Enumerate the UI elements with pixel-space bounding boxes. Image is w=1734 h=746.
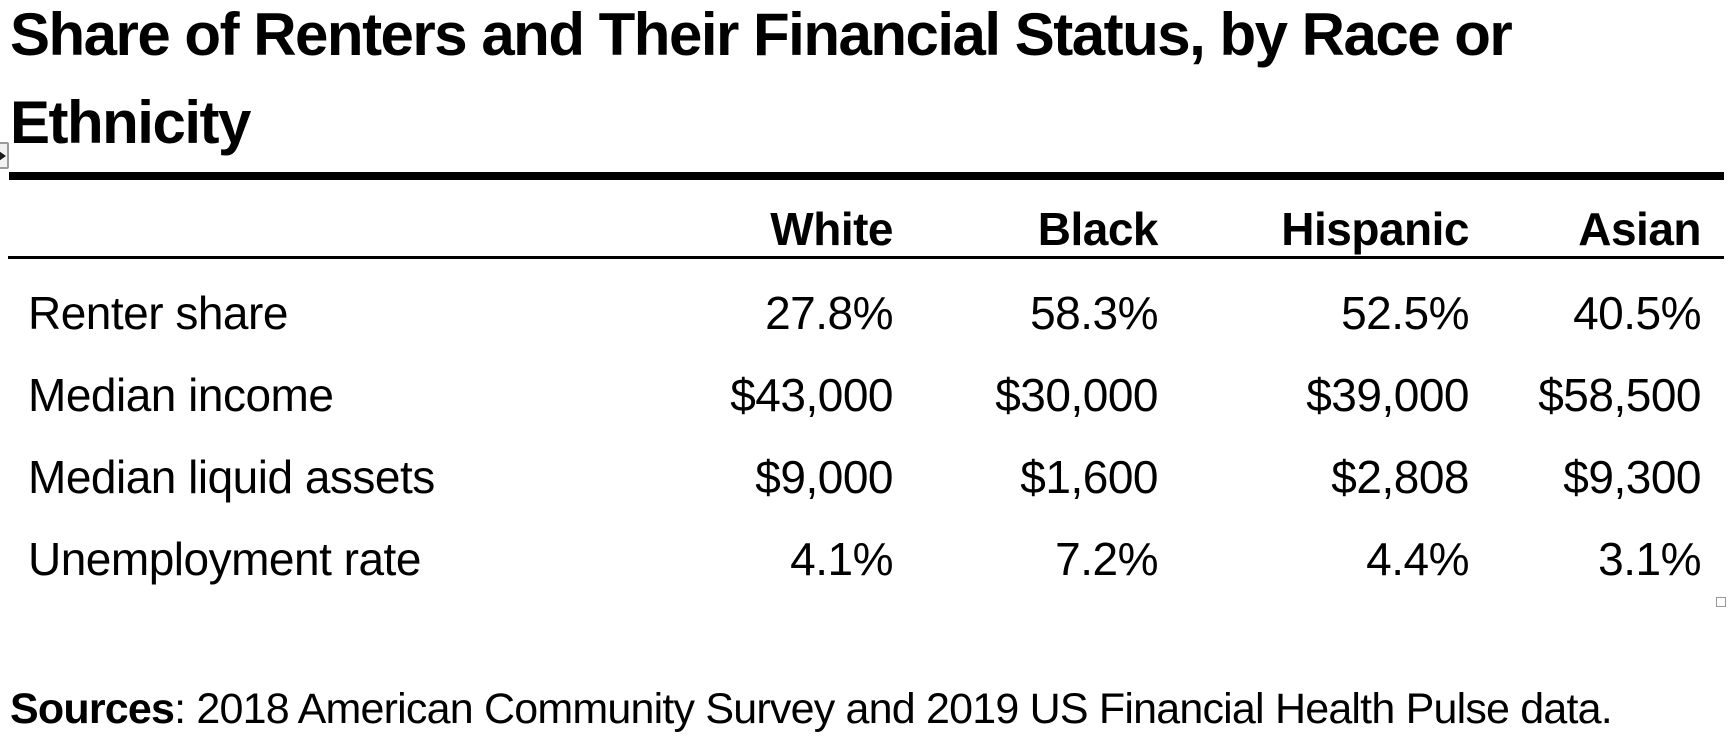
cell-value: $30,000 xyxy=(995,369,1158,421)
cell-value: 27.8% xyxy=(765,287,893,339)
table-row-unemployment-rate: Unemployment rate 4.1% 7.2% 4.4% 3.1% xyxy=(28,518,1702,600)
cell-value: $2,808 xyxy=(1331,451,1469,503)
column-header-asian: Asian xyxy=(1578,203,1701,255)
source-note-label: Sources xyxy=(10,685,175,733)
column-header-black: Black xyxy=(1037,203,1159,255)
table-row-median-income: Median income $43,000 $30,000 $39,000 $5… xyxy=(28,354,1702,436)
margin-expand-button[interactable] xyxy=(0,142,9,169)
table-body: Renter share 27.8% 58.3% 52.5% 40.5% Med… xyxy=(28,272,1702,600)
cell-value: 52.5% xyxy=(1341,287,1469,339)
table-row-renter-share: Renter share 27.8% 58.3% 52.5% 40.5% xyxy=(28,272,1702,354)
title-line-2: Ethnicity xyxy=(10,89,251,156)
row-label: Median income xyxy=(28,369,334,421)
cell-value: 3.1% xyxy=(1598,533,1701,585)
row-label: Unemployment rate xyxy=(28,533,421,585)
figure-title: Share of Renters and Their Financial Sta… xyxy=(10,0,1513,167)
table-row-median-liquid-assets: Median liquid assets $9,000 $1,600 $2,80… xyxy=(28,436,1702,518)
row-label: Median liquid assets xyxy=(28,451,435,503)
cell-value: 4.1% xyxy=(790,533,893,585)
row-label: Renter share xyxy=(28,287,288,339)
header-divider-rule xyxy=(8,256,1724,259)
resize-handle[interactable] xyxy=(1716,597,1726,607)
source-note-text: : 2018 American Community Survey and 201… xyxy=(174,685,1613,733)
column-header-hispanic: Hispanic xyxy=(1281,203,1469,255)
cell-value: $9,000 xyxy=(755,451,893,503)
cell-value: $1,600 xyxy=(1020,451,1158,503)
cell-value: $58,500 xyxy=(1538,369,1701,421)
cell-value: 58.3% xyxy=(1030,287,1158,339)
data-table: White Black Hispanic Asian Renter share … xyxy=(28,188,1702,600)
cell-value: $39,000 xyxy=(1306,369,1469,421)
column-header-white: White xyxy=(770,203,893,255)
expand-right-arrow-icon xyxy=(0,150,6,161)
cell-value: $9,300 xyxy=(1563,451,1701,503)
title-divider-rule xyxy=(9,172,1724,180)
source-note: Sources: 2018 American Community Survey … xyxy=(10,683,1613,735)
cell-value: 4.4% xyxy=(1366,533,1469,585)
cell-value: $43,000 xyxy=(730,369,893,421)
title-line-1: Share of Renters and Their Financial Sta… xyxy=(10,1,1513,68)
cell-value: 7.2% xyxy=(1055,533,1158,585)
cell-value: 40.5% xyxy=(1573,287,1701,339)
table-header-row: White Black Hispanic Asian xyxy=(28,188,1701,256)
